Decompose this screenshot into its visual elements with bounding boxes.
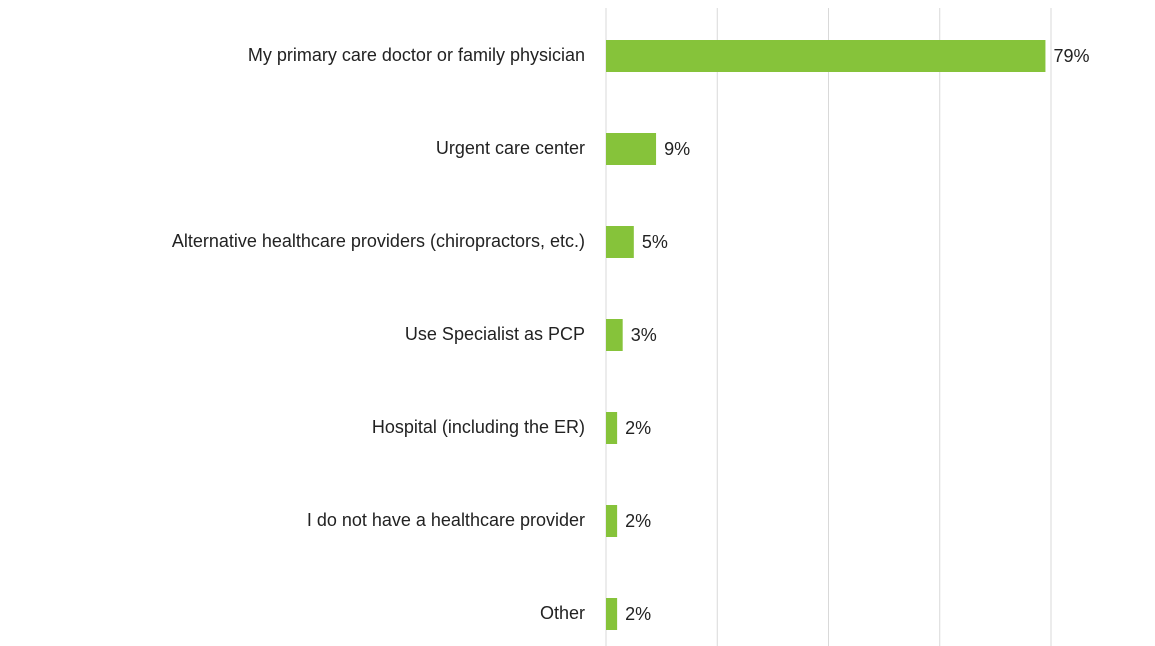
data-label: 79% [1053,46,1089,66]
data-label: 2% [625,418,651,438]
data-label: 2% [625,511,651,531]
category-label: I do not have a healthcare provider [307,510,585,530]
bar [606,412,618,444]
data-label: 5% [642,232,668,252]
data-label: 2% [625,604,651,624]
bar [606,319,623,351]
category-label: Other [540,603,585,623]
category-label: My primary care doctor or family physici… [248,45,585,65]
bar [606,40,1046,72]
bar [606,598,618,630]
bar [606,505,618,537]
bar [606,226,634,258]
data-label: 3% [631,325,657,345]
bar [606,133,657,165]
category-label: Alternative healthcare providers (chirop… [172,231,585,251]
category-label: Use Specialist as PCP [405,324,585,344]
data-label: 9% [664,139,690,159]
category-label: Urgent care center [436,138,585,158]
category-label: Hospital (including the ER) [372,417,585,437]
